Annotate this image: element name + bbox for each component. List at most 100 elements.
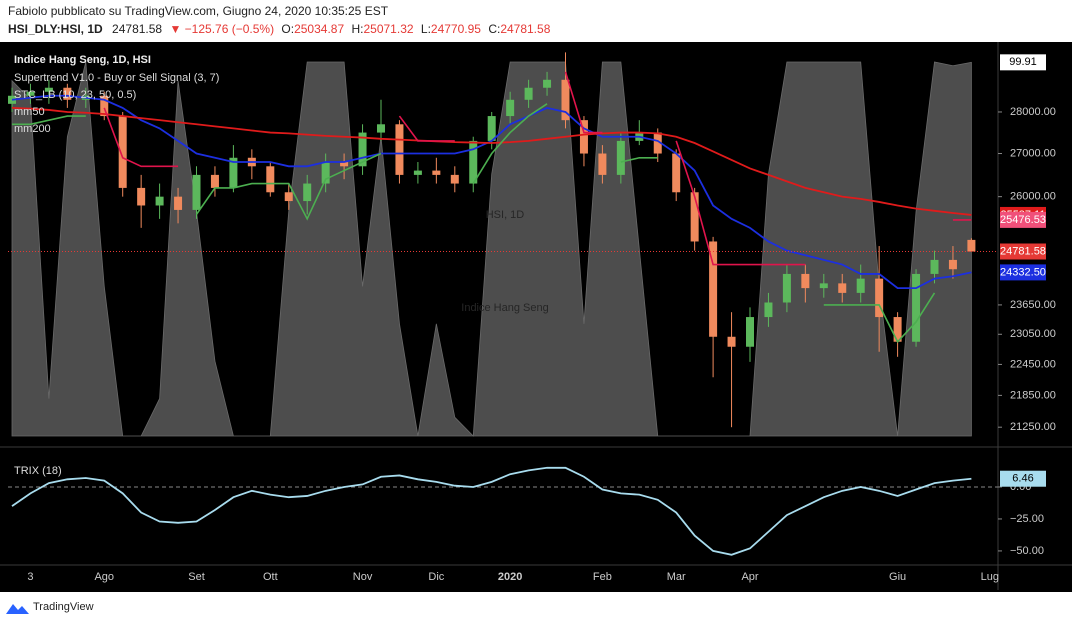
- x-tick-label: 3: [27, 571, 33, 583]
- close-value: 24781.58: [500, 22, 550, 36]
- supertrend-down: [675, 140, 806, 266]
- candle-body: [690, 192, 699, 242]
- supertrend-up: [620, 156, 658, 163]
- candle-body: [709, 241, 718, 337]
- candle-body: [63, 87, 72, 100]
- x-tick-label: Lug: [981, 571, 999, 583]
- supertrend-down: [398, 115, 455, 142]
- last-price: 24781.58: [112, 22, 162, 36]
- candle-body: [413, 170, 422, 175]
- moving-average: [11, 94, 972, 290]
- candle-body: [561, 79, 570, 121]
- publish-line: Fabiolo pubblicato su TradingView.com, G…: [8, 4, 389, 18]
- candle-body: [432, 170, 441, 175]
- supertrend-down: [564, 71, 603, 134]
- supertrend-up: [823, 292, 936, 344]
- x-tick-label: Ott: [263, 571, 278, 583]
- legend-entry: mm200: [14, 123, 51, 135]
- candle-body: [395, 124, 404, 175]
- candle-body: [284, 192, 293, 202]
- last-value-tag: [1000, 264, 1046, 281]
- tradingview-logo: [6, 604, 29, 614]
- trix-title: TRIX (18): [14, 465, 62, 477]
- legend-title: Indice Hang Seng, 1D, HSI: [14, 54, 151, 66]
- last-value-label: 24781.58: [1000, 245, 1046, 257]
- high-key: H:: [351, 22, 363, 36]
- supertrend-up: [195, 152, 382, 221]
- candle-body: [487, 116, 496, 141]
- candle-body: [672, 153, 681, 193]
- candle-body: [118, 116, 127, 188]
- x-tick-label: Giu: [889, 571, 906, 583]
- candle-body: [44, 87, 53, 92]
- symbol: HSI_DLY:HSI, 1D: [8, 22, 103, 36]
- candle-body: [598, 153, 607, 175]
- candle-body: [912, 273, 921, 342]
- candle-body: [303, 183, 312, 202]
- x-tick-label: Apr: [741, 571, 758, 583]
- change: ▼ −125.76 (−0.5%): [169, 22, 274, 36]
- x-tick-label: Dic: [428, 571, 444, 583]
- last-value-label: 25476.53: [1000, 214, 1046, 226]
- supertrend-up: [472, 103, 548, 184]
- open-value: 25034.87: [294, 22, 344, 36]
- last-value-tag: [1000, 243, 1046, 260]
- candle-body: [746, 317, 754, 347]
- last-value-label: 99.91: [1009, 56, 1037, 68]
- close-key: C:: [488, 22, 500, 36]
- y-tick-label: 21250.00: [1010, 421, 1056, 433]
- candle-body: [469, 140, 478, 184]
- candle-body: [967, 239, 976, 252]
- candle-body: [8, 95, 16, 104]
- last-value-label: 24332.50: [1000, 266, 1046, 278]
- candle-body: [137, 187, 146, 206]
- watermark: HSI, 1D: [486, 209, 525, 221]
- candle-body: [893, 317, 902, 342]
- x-tick-label: 2020: [498, 571, 522, 583]
- legend-entry: Supertrend V1.0 - Buy or Sell Signal (3,…: [14, 72, 219, 84]
- candle-body: [930, 259, 939, 274]
- high-value: 25071.32: [363, 22, 413, 36]
- x-tick-label: Mar: [667, 571, 686, 583]
- y-tick-label: 27000.00: [1010, 147, 1056, 159]
- x-tick-label: Nov: [353, 571, 373, 583]
- y-tick-label: 28000.00: [1010, 106, 1056, 118]
- x-tick-label: Set: [188, 571, 205, 583]
- candle-body: [616, 140, 625, 175]
- candle-body: [524, 87, 533, 100]
- candle-body: [210, 174, 219, 188]
- watermark-sub: Indice Hang Seng: [461, 302, 548, 314]
- x-tick-label: Ago: [94, 571, 114, 583]
- candle-body: [192, 174, 201, 210]
- last-value-tag: [1000, 54, 1046, 71]
- candle-body: [856, 278, 865, 293]
- legend-entry: STC_LB (10, 23, 50, 0.5): [14, 89, 136, 101]
- y-tick-label: −25.00: [1010, 513, 1044, 525]
- y-tick-label: 26000.00: [1010, 191, 1056, 203]
- y-tick-label: 21850.00: [1010, 389, 1056, 401]
- candle-body: [506, 99, 515, 117]
- candle-body: [377, 124, 385, 133]
- candle-body: [653, 132, 662, 154]
- supertrend-up: [12, 115, 86, 126]
- low-key: L:: [421, 22, 431, 36]
- candle-body: [174, 196, 183, 210]
- candle-body: [450, 174, 459, 184]
- y-tick-label: 23050.00: [1010, 328, 1056, 340]
- candle-body: [358, 132, 367, 167]
- last-value-label: 6.46: [1012, 473, 1033, 485]
- footer-brand: TradingView: [33, 601, 94, 613]
- candle-body: [229, 157, 238, 188]
- candle-body: [782, 273, 791, 303]
- last-value-tag: [1000, 211, 1046, 228]
- candle-body: [579, 120, 588, 154]
- candle-body: [340, 162, 349, 167]
- candle-body: [266, 166, 275, 193]
- candle-body: [948, 259, 957, 270]
- candle-body: [155, 196, 164, 206]
- candle-body: [819, 283, 828, 289]
- candle-body: [838, 283, 847, 293]
- y-tick-label: −50.00: [1010, 545, 1044, 557]
- candle-body: [764, 302, 773, 318]
